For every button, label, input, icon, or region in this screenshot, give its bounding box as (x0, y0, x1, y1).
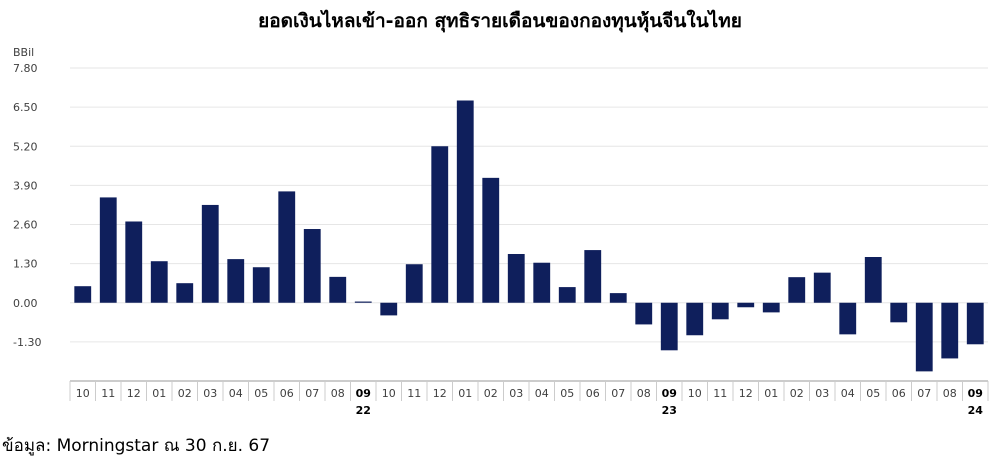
x-tick-label: 01 (458, 387, 472, 400)
x-tick-label: 02 (790, 387, 804, 400)
bar-29 (788, 277, 806, 303)
x-tick-label: 01 (152, 387, 166, 400)
x-tick-label: 09 (662, 387, 677, 400)
y-unit-label: BBil (13, 46, 34, 59)
axes (69, 380, 989, 401)
bar-7 (227, 259, 245, 303)
x-tick-label: 04 (535, 387, 549, 400)
y-tick-label: 2.60 (13, 219, 38, 232)
bar-36 (966, 302, 984, 345)
bar-1 (74, 286, 92, 303)
y-tick-label: 6.50 (13, 101, 38, 114)
bar-34 (915, 302, 933, 372)
bar-5 (176, 283, 194, 303)
bar-8 (252, 267, 270, 303)
bar-13 (380, 302, 398, 316)
y-tick-label: 1.30 (13, 258, 38, 271)
x-tick-labels: 10 11 12 01 02 03 04 05 06 07 08 09 22 10 11 12 01 02 03 04… (76, 387, 983, 417)
x-tick-label: 07 (305, 387, 319, 400)
y-tick-label: 0.00 (13, 297, 38, 310)
y-tick-label: -1.30 (13, 336, 41, 349)
bar-14 (405, 264, 423, 303)
year-label: 22 (356, 404, 371, 417)
x-tick-label: 11 (407, 387, 421, 400)
bar-10 (303, 229, 321, 303)
y-tick-labels: 7.80 6.50 5.20 3.90 2.60 1.30 0.00 -1.30 (13, 62, 41, 349)
x-tick-label: 10 (76, 387, 90, 400)
y-tick-label: 5.20 (13, 140, 38, 153)
bar-23 (635, 302, 653, 325)
bar-18 (507, 253, 525, 303)
source-note: ข้อมูล: Morningstar ณ 30 ก.ย. 67 (2, 436, 271, 456)
bar-24 (660, 302, 678, 351)
bar-33 (890, 302, 908, 323)
bar-17 (482, 177, 500, 303)
x-tick-label: 02 (178, 387, 192, 400)
gridlines (70, 67, 988, 343)
bar-35 (941, 302, 959, 359)
x-tick-label: 05 (560, 387, 574, 400)
bar-15 (431, 146, 449, 303)
bar-32 (864, 257, 882, 303)
x-tick-label: 05 (254, 387, 268, 400)
bar-26 (711, 302, 729, 320)
y-tick-label: 3.90 (13, 179, 38, 192)
bar-22 (609, 293, 627, 303)
bars (74, 100, 984, 372)
x-tick-label: 03 (509, 387, 523, 400)
x-tick-label: 06 (586, 387, 600, 400)
x-tick-label: 04 (841, 387, 855, 400)
bar-3 (125, 221, 143, 303)
bar-25 (686, 302, 704, 336)
bar-4 (150, 261, 168, 303)
x-tick-label: 03 (203, 387, 217, 400)
x-tick-label: 09 (968, 387, 983, 400)
bar-9 (278, 191, 296, 303)
x-tick-label: 03 (815, 387, 829, 400)
x-tick-label: 12 (739, 387, 753, 400)
bar-19 (533, 262, 551, 303)
bar-11 (329, 276, 347, 303)
bar-6 (201, 204, 219, 303)
year-label: 23 (662, 404, 677, 417)
x-tick-label: 05 (866, 387, 880, 400)
x-tick-label: 06 (280, 387, 294, 400)
bar-27 (737, 302, 755, 308)
x-tick-label: 02 (484, 387, 498, 400)
bar-31 (839, 302, 857, 335)
x-tick-label: 07 (917, 387, 931, 400)
year-label: 24 (968, 404, 984, 417)
x-tick-label: 04 (229, 387, 243, 400)
bar-12 (354, 301, 372, 303)
x-tick-label: 08 (637, 387, 651, 400)
bar-30 (813, 272, 831, 303)
x-tick-label: 10 (382, 387, 396, 400)
x-tick-label: 08 (943, 387, 957, 400)
x-tick-label: 07 (611, 387, 625, 400)
bar-20 (558, 287, 576, 303)
x-tick-label: 10 (688, 387, 702, 400)
x-tick-label: 06 (892, 387, 906, 400)
x-tick-label: 11 (101, 387, 115, 400)
bar-28 (762, 302, 780, 313)
bar-2 (99, 197, 117, 303)
x-tick-label: 12 (433, 387, 447, 400)
chart-title: ยอดเงินไหลเข้า-ออก สุทธิรายเดือนของกองทุ… (258, 10, 742, 32)
bar-16 (456, 100, 474, 303)
y-tick-label: 7.80 (13, 62, 38, 75)
bar-21 (584, 250, 602, 303)
x-tick-label: 08 (331, 387, 345, 400)
x-tick-label: 12 (127, 387, 141, 400)
x-tick-label: 09 (356, 387, 371, 400)
x-tick-label: 01 (764, 387, 778, 400)
x-tick-label: 11 (713, 387, 727, 400)
